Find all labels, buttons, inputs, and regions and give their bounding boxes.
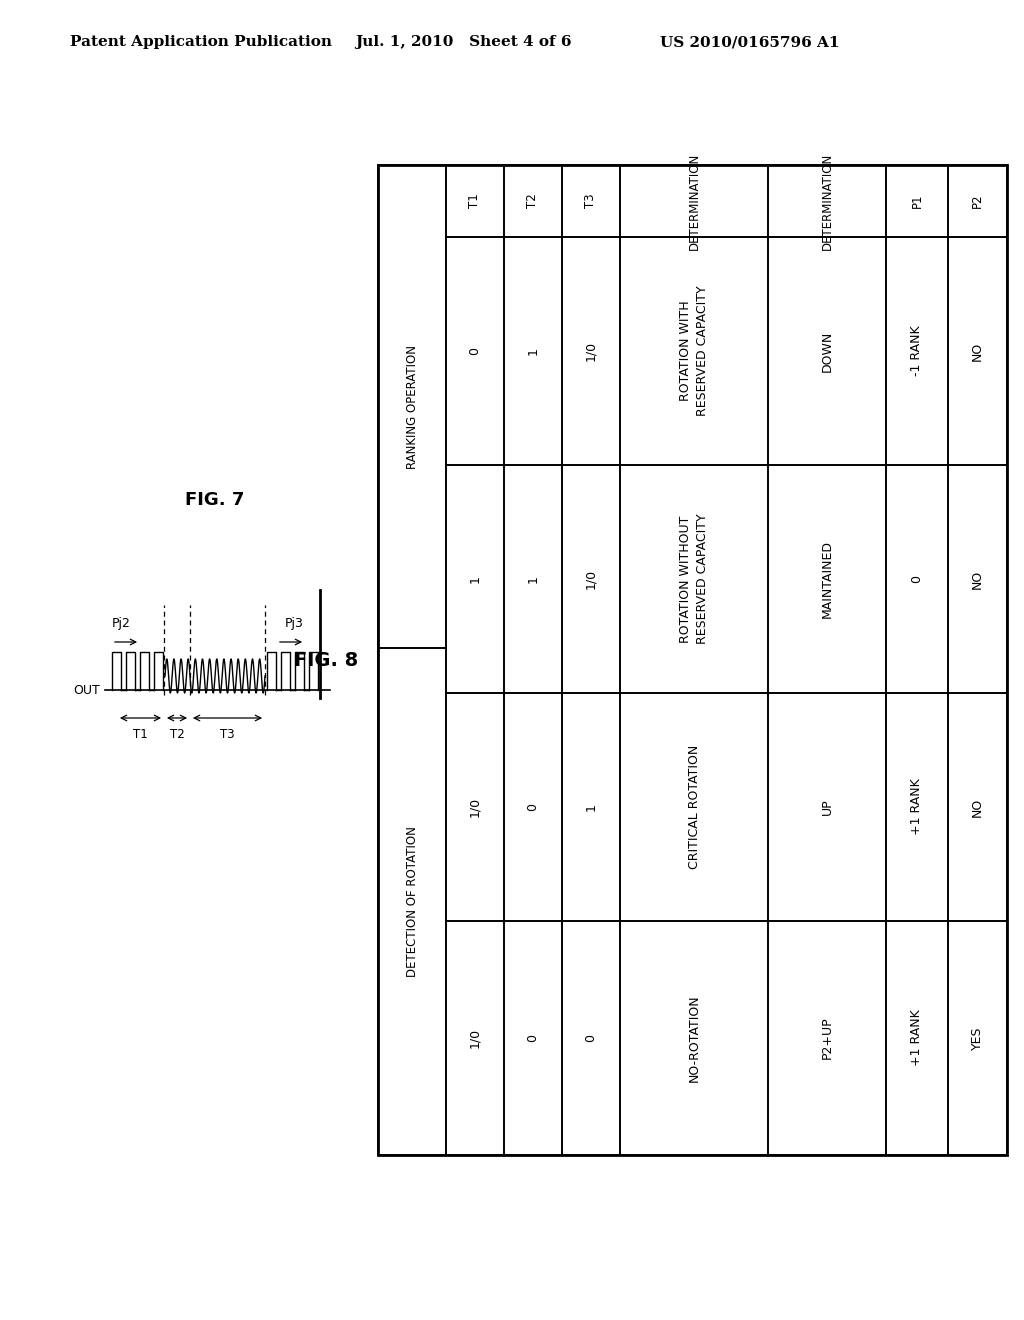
Bar — [504, 238, 562, 465]
Text: T3: T3 — [220, 729, 234, 741]
Text: 1/0: 1/0 — [469, 797, 481, 817]
Text: 1: 1 — [469, 576, 481, 583]
Text: DETERMINATION: DETERMINATION — [820, 152, 834, 249]
Bar — [562, 238, 620, 465]
Text: 0: 0 — [585, 1034, 597, 1041]
Bar — [620, 165, 768, 238]
Bar — [886, 693, 948, 921]
Text: +1 RANK: +1 RANK — [910, 779, 924, 836]
Bar — [886, 165, 948, 238]
Bar — [948, 165, 1007, 238]
Text: NO: NO — [971, 342, 984, 360]
Text: NO-ROTATION: NO-ROTATION — [687, 994, 700, 1082]
Text: Patent Application Publication: Patent Application Publication — [70, 36, 332, 49]
Text: Pj3: Pj3 — [285, 616, 304, 630]
Text: P2: P2 — [971, 194, 984, 209]
Bar — [768, 165, 886, 238]
Text: OUT: OUT — [74, 684, 100, 697]
Bar — [446, 165, 504, 238]
Bar — [620, 465, 768, 693]
Bar — [948, 693, 1007, 921]
Bar — [948, 921, 1007, 1155]
Bar — [504, 165, 562, 238]
Text: DOWN: DOWN — [820, 330, 834, 372]
Text: P2+UP: P2+UP — [820, 1016, 834, 1060]
Bar — [378, 165, 1007, 1155]
Text: T1: T1 — [133, 729, 147, 741]
Text: DETERMINATION: DETERMINATION — [687, 152, 700, 249]
Text: NO: NO — [971, 569, 984, 589]
Text: Jul. 1, 2010   Sheet 4 of 6: Jul. 1, 2010 Sheet 4 of 6 — [355, 36, 571, 49]
Bar — [378, 648, 446, 1155]
Text: 1/0: 1/0 — [469, 1028, 481, 1048]
Text: 1: 1 — [526, 576, 540, 583]
Text: UP: UP — [820, 799, 834, 816]
Bar — [620, 693, 768, 921]
Text: 1: 1 — [585, 803, 597, 810]
Text: -1 RANK: -1 RANK — [910, 326, 924, 376]
Bar — [768, 465, 886, 693]
Bar — [620, 238, 768, 465]
Text: YES: YES — [971, 1026, 984, 1049]
Text: ROTATION WITHOUT
RESERVED CAPACITY: ROTATION WITHOUT RESERVED CAPACITY — [679, 513, 709, 644]
Bar — [504, 693, 562, 921]
Bar — [948, 238, 1007, 465]
Bar — [378, 165, 446, 648]
Text: 1: 1 — [526, 347, 540, 355]
Text: RANKING OPERATION: RANKING OPERATION — [406, 345, 419, 469]
Text: 1/0: 1/0 — [585, 569, 597, 589]
Text: FIG. 8: FIG. 8 — [294, 651, 358, 669]
Text: 1/0: 1/0 — [585, 341, 597, 362]
Text: NO: NO — [971, 797, 984, 817]
Text: T2: T2 — [526, 194, 540, 209]
Text: T3: T3 — [585, 194, 597, 209]
Text: 0: 0 — [526, 803, 540, 810]
Bar — [562, 165, 620, 238]
Bar — [562, 921, 620, 1155]
Bar — [562, 465, 620, 693]
Bar — [446, 465, 504, 693]
Text: US 2010/0165796 A1: US 2010/0165796 A1 — [660, 36, 840, 49]
Text: 0: 0 — [469, 347, 481, 355]
Bar — [620, 921, 768, 1155]
Bar — [768, 238, 886, 465]
Bar — [504, 465, 562, 693]
Text: 0: 0 — [910, 576, 924, 583]
Text: FIG. 7: FIG. 7 — [185, 491, 245, 510]
Text: T2: T2 — [170, 729, 184, 741]
Text: MAINTAINED: MAINTAINED — [820, 540, 834, 618]
Text: P1: P1 — [910, 194, 924, 209]
Bar — [446, 921, 504, 1155]
Bar — [446, 238, 504, 465]
Text: 0: 0 — [526, 1034, 540, 1041]
Text: +1 RANK: +1 RANK — [910, 1010, 924, 1067]
Bar — [504, 921, 562, 1155]
Text: T1: T1 — [469, 194, 481, 209]
Bar — [886, 465, 948, 693]
Bar — [562, 693, 620, 921]
Bar — [446, 693, 504, 921]
Text: DETECTION OF ROTATION: DETECTION OF ROTATION — [406, 826, 419, 977]
Text: CRITICAL ROTATION: CRITICAL ROTATION — [687, 744, 700, 869]
Bar — [886, 921, 948, 1155]
Bar — [768, 693, 886, 921]
Bar — [948, 465, 1007, 693]
Text: ROTATION WITH
RESERVED CAPACITY: ROTATION WITH RESERVED CAPACITY — [679, 285, 709, 416]
Bar — [886, 238, 948, 465]
Bar — [768, 921, 886, 1155]
Text: Pj2: Pj2 — [112, 616, 131, 630]
